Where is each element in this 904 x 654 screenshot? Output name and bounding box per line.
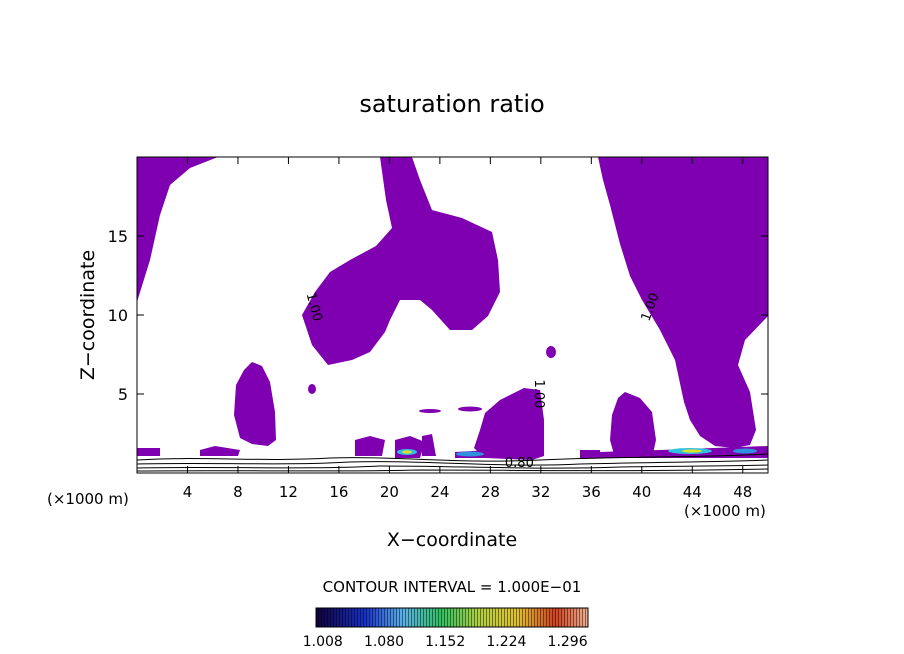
x-tick-label: 48 [733, 483, 752, 501]
x-axis-label: X−coordinate [387, 529, 517, 551]
hotspot-44km-core [682, 449, 702, 453]
x-unit-left: (×1000 m) [47, 490, 129, 508]
x-tick-label: 24 [430, 483, 449, 501]
colorbar-tick-label: 1.152 [425, 634, 465, 650]
hotspot-48km [733, 448, 757, 454]
fill-region-column-40 [610, 392, 656, 458]
x-tick-label: 8 [233, 483, 243, 501]
fill-strip-left [137, 448, 160, 456]
contour-labels: 1.00 1.001.000.80 [303, 291, 663, 471]
colorbar-tick-label: 1.224 [486, 634, 526, 650]
colorbar-tick-label: 1.008 [303, 634, 343, 650]
y-tick-label: 5 [118, 385, 128, 404]
contour-line-1 [137, 453, 768, 462]
x-tick-label: 44 [683, 483, 702, 501]
contour-line-2 [137, 459, 768, 466]
fill-blob-14km [308, 384, 316, 394]
hotspot-27km [456, 451, 484, 457]
plot-area [137, 157, 768, 472]
fill-region-column-9 [234, 362, 276, 446]
contour-label: 1.00 [303, 291, 325, 323]
x-tick-label: 28 [481, 483, 500, 501]
x-tick-label: 16 [329, 483, 348, 501]
x-tick-label: 4 [183, 483, 193, 501]
colorbar-tick-label: 1.296 [548, 634, 588, 650]
contour-lines [137, 453, 768, 472]
x-tick-label: 40 [632, 483, 651, 501]
contour-interval-note: CONTOUR INTERVAL = 1.000E−01 [323, 578, 582, 596]
fill-region-column-29 [474, 388, 544, 460]
colorbar-frame [315, 607, 589, 628]
saturation-fill-regions [137, 157, 768, 460]
colorbar-tick-labels: 1.008 1.080 1.152 1.224 1.296 [303, 634, 588, 650]
y-axis-label: Z−coordinate [77, 250, 99, 380]
x-unit-right: (×1000 m) [684, 502, 766, 520]
hotspot-20km-core [402, 450, 412, 454]
x-tick-label: 12 [279, 483, 298, 501]
contour-label: 1.00 [531, 380, 546, 409]
y-tick-label: 15 [108, 227, 128, 246]
fill-region-left [137, 157, 218, 302]
x-tick-label: 20 [380, 483, 399, 501]
x-axis-ticks: 4 8 12 16 20 24 28 32 36 40 44 48 [183, 157, 752, 501]
fill-region-right [598, 157, 768, 448]
x-tick-label: 32 [531, 483, 550, 501]
high-saturation-spots [397, 448, 757, 457]
fill-blob-28km [458, 406, 482, 412]
y-tick-label: 10 [108, 306, 128, 325]
chart-title: saturation ratio [359, 90, 544, 118]
contour-line-4 [137, 468, 768, 472]
fill-region-center [302, 157, 500, 365]
colorbar-tick-label: 1.080 [364, 634, 404, 650]
fill-strip-low-levels [200, 434, 768, 458]
x-tick-label: 36 [582, 483, 601, 501]
colorbar: 1.008 1.080 1.152 1.224 1.296 [303, 607, 589, 650]
contour-line-3 [137, 464, 768, 469]
colorbar-stripes [316, 608, 588, 627]
fill-blob-24km [419, 409, 441, 413]
contour-label: 0.80 [505, 456, 534, 471]
y-axis-ticks: 5 10 15 [108, 227, 768, 404]
fill-blob-33km [546, 346, 556, 358]
